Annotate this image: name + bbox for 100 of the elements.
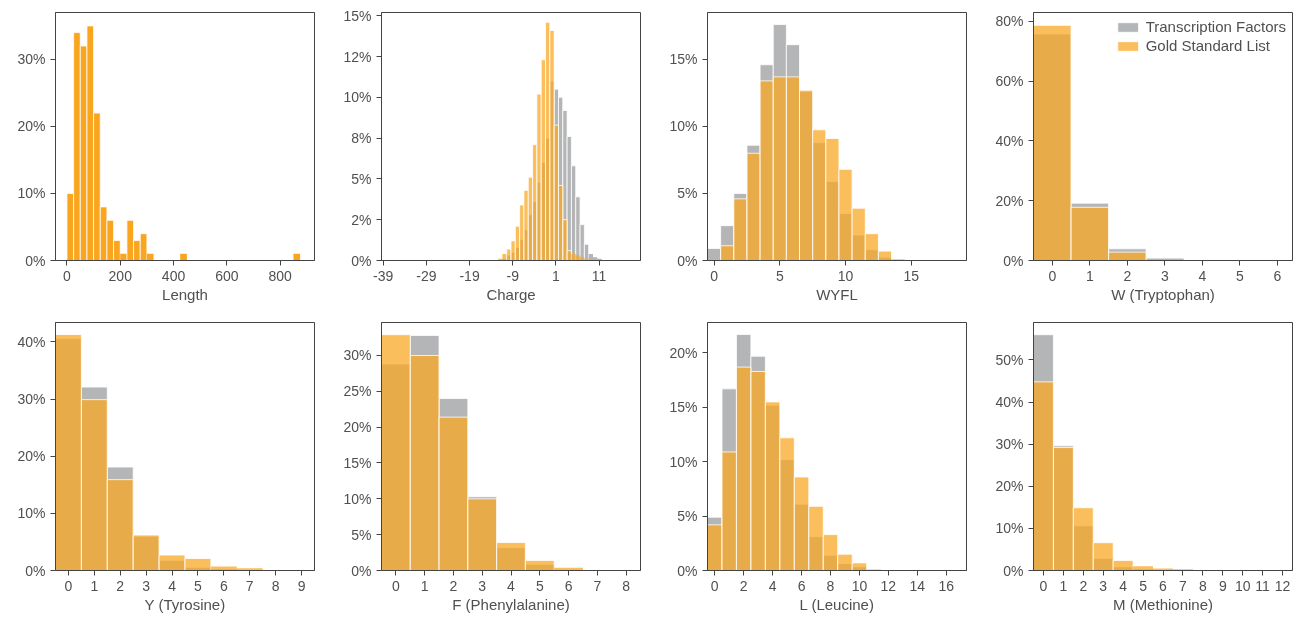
y-tick-label: 40% xyxy=(17,333,46,350)
y-tick-label: 15% xyxy=(669,399,698,416)
y-tick-label: 0% xyxy=(351,252,372,269)
y-tick-label: 20% xyxy=(669,344,698,361)
x-tick-label: 5 xyxy=(775,267,784,284)
x-tick-label: 8 xyxy=(826,577,835,594)
x-tick-label: 4 xyxy=(768,577,777,594)
x-tick-label: -39 xyxy=(373,267,394,284)
x-axis-title: F (Phenylalanine) xyxy=(452,595,570,613)
y-tick-label: 10% xyxy=(17,185,46,202)
y-tick-label: 0% xyxy=(351,562,372,579)
x-tick-label: 6 xyxy=(1159,577,1168,594)
x-tick-label: -9 xyxy=(506,267,520,284)
x-tick-label: 3 xyxy=(1160,267,1169,284)
y-tick-label: 20% xyxy=(17,118,46,135)
x-tick-label: 15 xyxy=(903,267,920,284)
y-tick-label: 30% xyxy=(17,391,46,408)
y-tick-label: 2% xyxy=(351,211,372,228)
x-axis-title: Y (Tyrosine) xyxy=(144,595,226,613)
x-tick-label: -29 xyxy=(416,267,437,284)
y-tick-label: 15% xyxy=(669,51,698,68)
x-tick-label: 3 xyxy=(478,577,487,594)
y-tick-label: 0% xyxy=(677,252,698,269)
x-tick-label: 0 xyxy=(1048,267,1057,284)
y-tick-label: 0% xyxy=(677,562,698,579)
y-tick-label: 5% xyxy=(351,170,372,187)
y-tick-label: 15% xyxy=(343,7,372,24)
x-tick-label: 8 xyxy=(271,577,280,594)
x-tick-label: 10 xyxy=(837,267,854,284)
x-tick-label: 5 xyxy=(1236,267,1245,284)
x-tick-label: 600 xyxy=(215,267,239,284)
x-tick-label: -19 xyxy=(459,267,480,284)
x-tick-label: 9 xyxy=(1218,577,1227,594)
x-tick-label: 6 xyxy=(564,577,573,594)
x-axis-title: W (Tryptophan) xyxy=(1111,285,1215,303)
x-tick-label: 0 xyxy=(63,267,72,284)
x-tick-label: 0 xyxy=(710,577,719,594)
x-tick-label: 9 xyxy=(297,577,306,594)
x-tick-label: 4 xyxy=(168,577,177,594)
y-tick-label: 15% xyxy=(343,454,372,471)
y-tick-label: 50% xyxy=(995,351,1024,368)
x-tick-label: 5 xyxy=(194,577,203,594)
x-tick-label: 16 xyxy=(938,577,955,594)
y-tick-label: 12% xyxy=(343,48,372,65)
y-tick-label: 8% xyxy=(351,130,372,147)
x-tick-label: 4 xyxy=(1198,267,1207,284)
y-tick-label: 10% xyxy=(669,453,698,470)
x-tick-label: 2 xyxy=(739,577,748,594)
x-tick-label: 12 xyxy=(880,577,897,594)
x-tick-label: 11 xyxy=(591,267,607,284)
x-tick-label: 3 xyxy=(142,577,151,594)
y-tick-label: 5% xyxy=(677,508,698,525)
y-tick-label: 10% xyxy=(343,89,372,106)
y-tick-label: 25% xyxy=(343,383,372,400)
x-tick-label: 1 xyxy=(552,267,560,284)
x-tick-label: 4 xyxy=(507,577,516,594)
y-tick-label: 20% xyxy=(995,478,1024,495)
x-tick-label: 10 xyxy=(851,577,868,594)
x-tick-label: 6 xyxy=(1273,267,1282,284)
legend-label: Gold Standard List xyxy=(1145,37,1270,54)
y-tick-label: 5% xyxy=(351,526,372,543)
x-axis-title: L (Leucine) xyxy=(799,595,874,613)
y-tick-label: 30% xyxy=(995,436,1024,453)
y-tick-label: 20% xyxy=(995,192,1024,209)
x-axis-title: WYFL xyxy=(816,285,858,303)
x-tick-label: 2 xyxy=(449,577,458,594)
y-tick-label: 20% xyxy=(343,419,372,436)
x-tick-label: 400 xyxy=(161,267,186,284)
y-tick-label: 60% xyxy=(995,73,1024,90)
x-tick-label: 12 xyxy=(1274,577,1291,594)
x-tick-label: 3 xyxy=(1099,577,1108,594)
y-tick-label: 10% xyxy=(17,505,46,522)
x-tick-label: 1 xyxy=(1085,267,1094,284)
y-tick-label: 10% xyxy=(343,490,372,507)
x-tick-label: 2 xyxy=(1123,267,1132,284)
y-tick-label: 30% xyxy=(343,347,372,364)
x-tick-label: 200 xyxy=(108,267,133,284)
y-tick-label: 30% xyxy=(17,51,46,68)
y-tick-label: 80% xyxy=(995,13,1024,30)
x-tick-label: 4 xyxy=(1119,577,1128,594)
x-tick-label: 0 xyxy=(1039,577,1048,594)
y-tick-label: 10% xyxy=(669,118,698,135)
x-tick-label: 11 xyxy=(1255,577,1271,594)
x-tick-label: 6 xyxy=(797,577,806,594)
y-tick-label: 5% xyxy=(677,185,698,202)
x-tick-label: 2 xyxy=(1079,577,1088,594)
x-tick-label: 0 xyxy=(710,267,719,284)
x-tick-label: 6 xyxy=(219,577,228,594)
x-tick-label: 7 xyxy=(245,577,254,594)
x-axis-title: Length xyxy=(162,285,208,303)
x-tick-label: 10 xyxy=(1234,577,1251,594)
x-tick-label: 5 xyxy=(1139,577,1148,594)
y-tick-label: 0% xyxy=(1003,562,1024,579)
y-tick-label: 10% xyxy=(995,520,1024,537)
x-tick-label: 1 xyxy=(1059,577,1068,594)
x-tick-label: 5 xyxy=(535,577,544,594)
y-tick-label: 40% xyxy=(995,132,1024,149)
x-tick-label: 2 xyxy=(116,577,125,594)
x-tick-label: 0 xyxy=(392,577,400,594)
x-tick-label: 800 xyxy=(268,267,293,284)
